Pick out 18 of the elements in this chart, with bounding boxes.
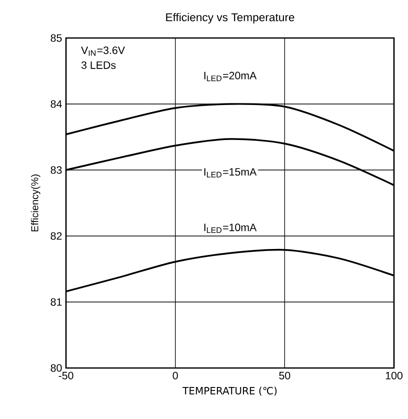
annotation: V$_{IN}$=3.6V: [81, 46, 125, 56]
x-tick-label: 100: [386, 372, 402, 380]
text: I$_{LED}$=15mA: [204, 168, 257, 178]
annotation: 3 LEDs: [81, 61, 116, 69]
y-tick-label: 83: [50, 166, 62, 174]
x-tick-label: -50: [58, 372, 74, 380]
y-tick-label: 82: [50, 232, 62, 240]
series-label: I$_{LED}$=10mA: [204, 224, 257, 233]
y-tick-label: 81: [50, 298, 62, 306]
y-tick-label: 85: [50, 34, 62, 42]
y-axis-title: Efficiency(%): [30, 174, 40, 232]
y-tick-label: 84: [50, 100, 62, 108]
chart-title: Efficiency vs Temperature: [166, 12, 294, 24]
text: I$_{LED}$=20mA: [204, 72, 257, 82]
x-tick-label: 0: [172, 372, 178, 380]
x-tick-label: 50: [279, 372, 290, 380]
y-tick-label: 80: [50, 364, 62, 372]
x-axis-title: TEMPERATURE (℃): [182, 386, 277, 396]
